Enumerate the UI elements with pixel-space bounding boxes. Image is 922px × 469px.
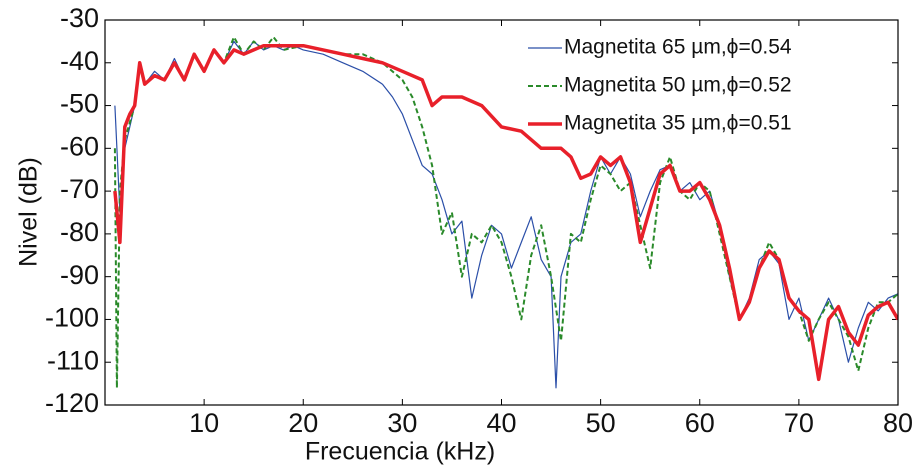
y-tick-label: -100 (45, 303, 99, 333)
line-series (113, 36, 898, 389)
y-axis-label: Nivel (dB) (15, 157, 43, 267)
line-series (113, 43, 898, 382)
legend-label: Magnetita 65 µm,ϕ=0.54 (564, 36, 792, 59)
x-tick-label: 70 (784, 408, 814, 438)
y-tick-label: -30 (60, 3, 99, 33)
x-tick-label: 20 (288, 408, 318, 438)
legend-label: Magnetita 50 µm,ϕ=0.52 (564, 74, 792, 97)
x-tick-label: 30 (387, 408, 417, 438)
x-axis-label: Frecuencia (kHz) (305, 438, 495, 466)
x-tick-label: 10 (189, 408, 219, 438)
x-tick-label: 40 (486, 408, 516, 438)
x-tick-label: 80 (883, 408, 913, 438)
legend-label: Magnetita 35 µm,ϕ=0.51 (564, 112, 792, 135)
y-tick-label: -90 (60, 260, 99, 290)
y-tick-label: -70 (60, 174, 99, 204)
y-tick-label: -80 (60, 217, 99, 247)
x-tick-label: 50 (586, 408, 616, 438)
y-tick-label: -50 (60, 89, 99, 119)
y-tick-label: -120 (45, 388, 99, 418)
y-tick-label: -40 (60, 46, 99, 76)
y-tick-label: -60 (60, 131, 99, 161)
plot-frame (104, 19, 899, 406)
y-tick-label: -110 (47, 345, 99, 375)
x-tick-label: 60 (685, 408, 715, 438)
